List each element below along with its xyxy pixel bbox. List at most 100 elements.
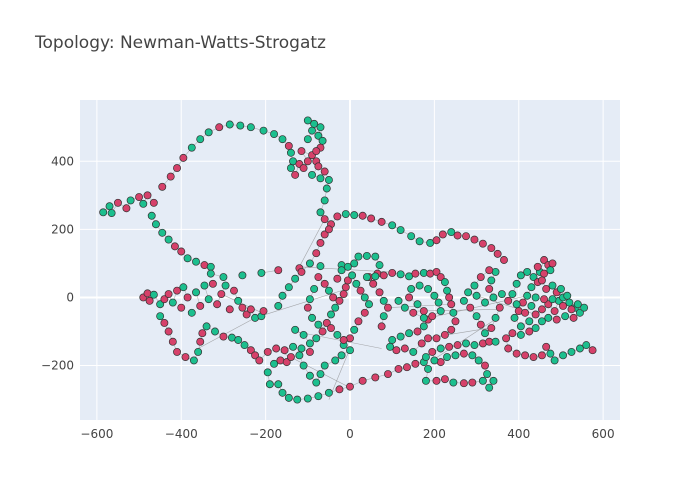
graph-node — [413, 300, 422, 309]
graph-node — [531, 293, 540, 302]
graph-node — [99, 208, 108, 217]
graph-node — [107, 209, 116, 217]
graph-node — [403, 363, 411, 372]
graph-node — [542, 342, 551, 351]
graph-node — [316, 370, 325, 378]
graph-node — [453, 341, 462, 350]
graph-node — [379, 271, 388, 280]
graph-node — [443, 353, 451, 361]
graph-node — [424, 284, 432, 293]
graph-node — [421, 376, 430, 385]
graph-node — [156, 312, 165, 321]
graph-node — [411, 269, 420, 278]
graph-node — [236, 121, 245, 130]
graph-node — [126, 196, 135, 205]
y-tick-label: 0 — [66, 290, 74, 304]
graph-node — [160, 319, 169, 327]
graph-node — [299, 164, 308, 173]
graph-node — [487, 324, 496, 333]
graph-node — [516, 271, 525, 280]
graph-node — [352, 279, 361, 288]
graph-node — [274, 380, 283, 389]
graph-node — [521, 351, 530, 360]
graph-node — [217, 290, 226, 298]
graph-node — [377, 217, 386, 226]
x-tick-label: −200 — [249, 427, 282, 441]
graph-node — [314, 392, 323, 401]
graph-node — [407, 284, 416, 293]
graph-node — [246, 346, 255, 355]
graph-node — [310, 119, 319, 128]
graph-edge — [197, 317, 256, 349]
graph-node — [179, 283, 188, 292]
graph-node — [149, 290, 158, 299]
graph-node — [263, 368, 272, 377]
graph-node — [291, 170, 300, 179]
graph-node — [139, 199, 148, 208]
graph-node — [415, 281, 424, 290]
graph-node — [284, 142, 293, 150]
graph-node — [286, 164, 295, 173]
graph-node — [396, 270, 405, 279]
graph-node — [320, 215, 329, 224]
graph-node — [432, 376, 441, 385]
graph-node — [196, 135, 205, 144]
graph-node — [320, 196, 329, 205]
graph-node — [322, 184, 331, 193]
graph-node — [472, 291, 481, 300]
graph-node — [559, 302, 567, 310]
graph-node — [512, 349, 521, 358]
graph-node — [504, 344, 513, 353]
graph-node — [211, 327, 219, 336]
graph-node — [540, 256, 549, 264]
graph-node — [341, 210, 350, 218]
graph-node — [430, 356, 439, 365]
graph-node — [516, 322, 525, 331]
graph-node — [356, 286, 365, 295]
graph-node — [240, 341, 249, 350]
graph-node — [447, 325, 456, 334]
graph-node — [310, 284, 319, 293]
graph-node — [234, 336, 243, 344]
graph-node — [495, 303, 504, 312]
graph-node — [337, 266, 346, 275]
graph-node — [312, 147, 321, 156]
graph-node — [183, 293, 192, 302]
graph-node — [293, 395, 302, 404]
graph-node — [189, 356, 198, 365]
graph-node — [419, 307, 428, 316]
graph-node — [487, 244, 496, 253]
graph-node — [105, 202, 114, 211]
graph-node — [181, 353, 190, 361]
graph-node — [350, 211, 359, 220]
x-tick-label: 400 — [507, 427, 530, 441]
graph-node — [485, 266, 494, 275]
graph-node — [478, 239, 487, 248]
y-tick-label: 400 — [51, 154, 74, 168]
graph-node — [497, 290, 506, 298]
graph-node — [208, 279, 217, 288]
graph-node — [491, 337, 500, 346]
graph-edge — [295, 331, 382, 349]
graph-node — [305, 339, 314, 348]
graph-node — [413, 327, 422, 336]
graph-node — [459, 349, 468, 358]
graph-node — [246, 123, 255, 132]
graph-node — [481, 298, 489, 307]
graph-node — [432, 236, 441, 245]
x-tick-label: 600 — [592, 427, 615, 441]
graph-node — [567, 305, 576, 314]
graph-node — [158, 228, 167, 237]
graph-node — [316, 208, 325, 217]
graph-node — [316, 123, 325, 132]
graph-node — [485, 284, 494, 293]
graph-node — [550, 307, 559, 316]
graph-node — [350, 325, 359, 334]
graph-node — [405, 293, 414, 302]
graph-node — [196, 337, 205, 346]
graph-node — [544, 300, 553, 309]
graph-node — [445, 342, 454, 351]
graph-node — [280, 346, 289, 355]
graph-node — [303, 157, 312, 166]
